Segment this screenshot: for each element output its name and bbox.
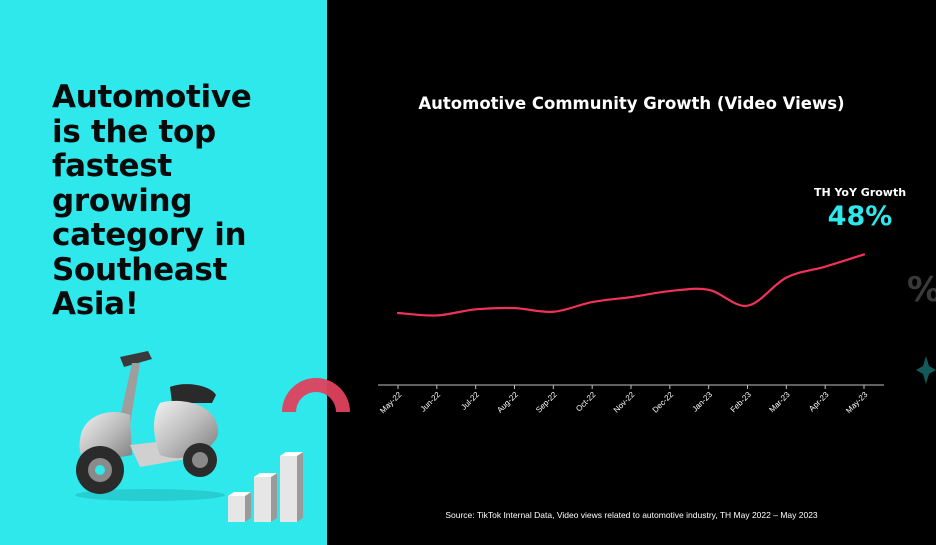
headline-line: Automotive (52, 79, 252, 115)
x-tick-label: Jun-22 (419, 390, 443, 414)
bar-chart-3d-icon (228, 452, 303, 522)
chart-title: Automotive Community Growth (Video Views… (418, 94, 845, 113)
headline-line: Southeast (52, 251, 228, 288)
percent-icon: % (907, 270, 936, 310)
x-tick-label: Aug-22 (495, 390, 520, 415)
x-tick-label: Feb-23 (729, 390, 754, 415)
series-line (396, 253, 866, 317)
arc-icon (282, 378, 350, 412)
headline-line: fastest (52, 148, 172, 184)
x-tick-label: Dec-22 (651, 390, 676, 415)
headline: Automotive is the top fastest growing ca… (52, 80, 322, 322)
yoy-growth-label: TH YoY Growth (813, 186, 907, 199)
x-tick-label: May-23 (844, 390, 870, 416)
source-note: Source: TikTok Internal Data, Video view… (445, 510, 818, 520)
x-tick-label: Jan-23 (690, 390, 714, 414)
x-tick-label: Apr-23 (807, 390, 831, 414)
x-tick-label: Oct-22 (574, 390, 598, 414)
star-icon (916, 356, 936, 384)
headline-line: category in (52, 217, 247, 253)
scooter-icon (75, 351, 225, 501)
headline-line: growing (52, 182, 193, 219)
x-tick-label: May-22 (378, 390, 404, 416)
x-tick-label: Jul-22 (459, 390, 481, 412)
headline-line: Asia! (52, 286, 139, 322)
left-panel: Automotive is the top fastest growing ca… (0, 0, 327, 545)
x-tick-label: Sep-22 (534, 390, 559, 415)
yoy-growth-value: 48% (827, 201, 893, 232)
x-tick-label: Mar-23 (767, 390, 792, 415)
headline-line: is the top (52, 113, 216, 150)
x-tick-label: Nov-22 (612, 390, 637, 415)
